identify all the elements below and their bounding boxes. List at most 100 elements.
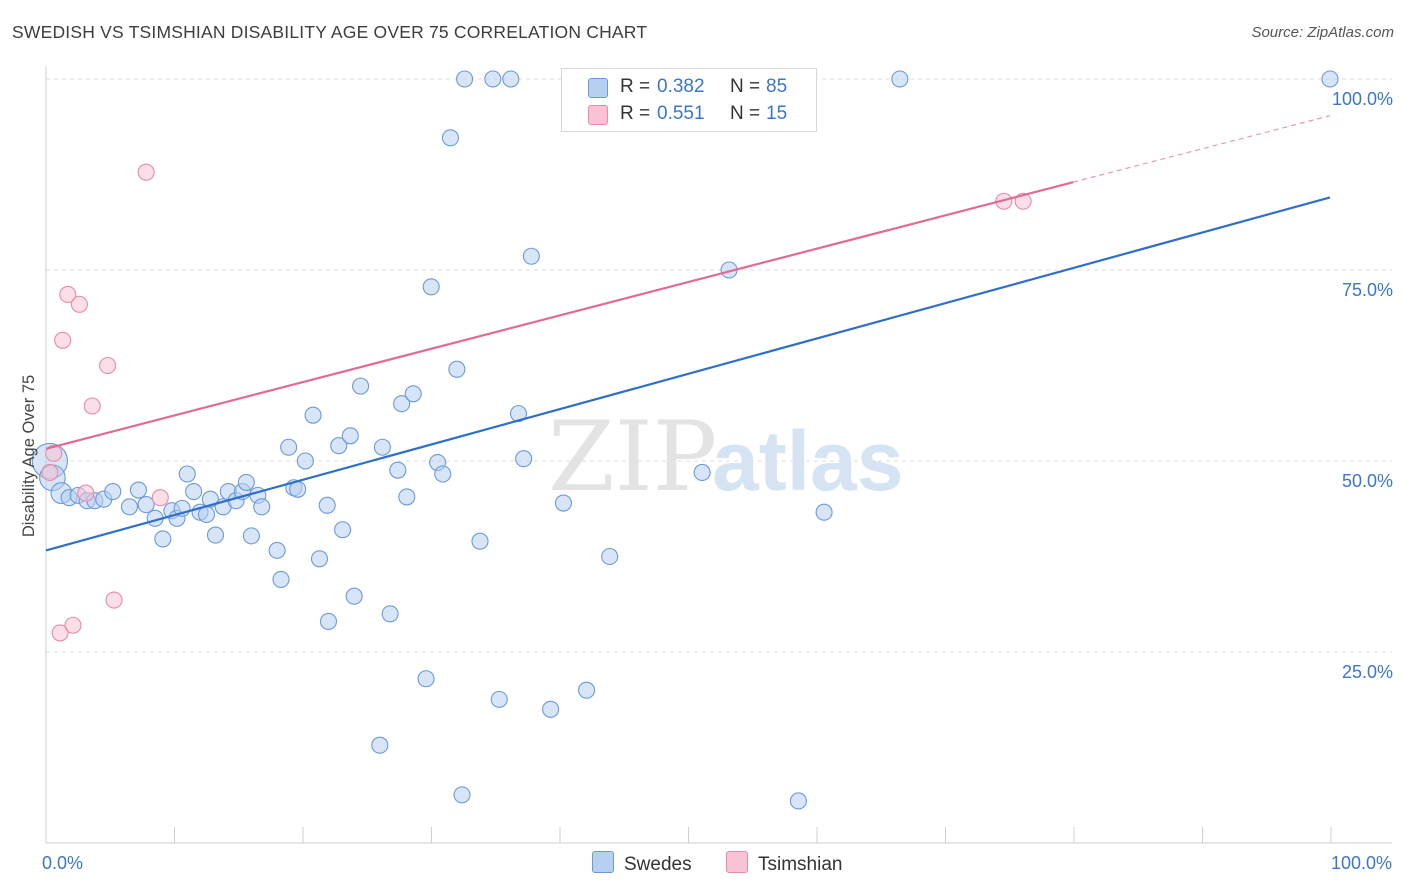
swedes-point-48 xyxy=(381,605,399,623)
tsimshian-trend-line xyxy=(45,181,1074,450)
legend-tsimshian-n-label: N = xyxy=(730,103,761,124)
bottom-legend-swedes: Swedes xyxy=(592,851,692,876)
tsimshian-point-12 xyxy=(151,489,169,507)
y-tick-label-50: 50.0% xyxy=(1342,471,1393,491)
swedes-point-31 xyxy=(268,541,286,559)
swedes-point-56 xyxy=(434,465,452,483)
swedes-point-69 xyxy=(554,494,573,512)
swedes-point-52 xyxy=(404,385,422,403)
trend-lines xyxy=(45,115,1331,552)
swedes-point-8 xyxy=(104,483,122,501)
bottom-legend-tsimshian: Tsimshian xyxy=(726,851,842,876)
legend-row-tsimshian: R = 0.551 N = 15 xyxy=(562,101,816,129)
swedes-point-32 xyxy=(272,570,290,588)
swedes-point-30 xyxy=(253,498,271,516)
legend-swedes-n-value: 85 xyxy=(766,76,788,97)
legend-swedes-r-label: R = xyxy=(620,76,651,97)
swedes-point-78 xyxy=(815,503,833,521)
watermark-zip: ZIP xyxy=(548,401,717,513)
swedes-point-33 xyxy=(280,438,298,456)
swedes-point-28 xyxy=(242,527,260,545)
swedes-point-46 xyxy=(371,736,389,754)
tsimshian-trend-extension xyxy=(1073,115,1331,183)
swedes-point-62 xyxy=(484,70,502,88)
swedes-point-51 xyxy=(398,488,416,506)
swedes-point-40 xyxy=(319,612,338,630)
source-label: Source: ZipAtlas.com xyxy=(1251,24,1394,41)
legend-row-swedes: R = 0.382 N = 85 xyxy=(562,74,816,102)
tsimshian-point-8 xyxy=(83,397,101,415)
swedes-point-53 xyxy=(417,670,435,688)
tsimshian-point-9 xyxy=(99,356,117,375)
tsimshian-point-0 xyxy=(41,463,59,482)
tsimshian-point-11 xyxy=(137,163,155,181)
swedes-point-17 xyxy=(178,465,196,483)
tsimshian-point-2 xyxy=(51,624,69,642)
swedes-point-60 xyxy=(456,70,474,88)
swedes-point-77 xyxy=(789,792,807,810)
tsimshian-point-4 xyxy=(59,285,77,303)
legend: R = 0.382 N = 85 R = 0.551 N = 15 xyxy=(561,68,817,132)
swedes-point-39 xyxy=(318,496,336,514)
swedes-point-57 xyxy=(441,129,460,147)
swedes-point-27 xyxy=(237,473,255,491)
swedes-point-66 xyxy=(515,450,533,468)
swedes-point-9 xyxy=(120,498,139,516)
swedes-point-67 xyxy=(522,247,540,265)
tsimshian-point-5 xyxy=(64,616,82,634)
swedes-point-80 xyxy=(1321,70,1339,88)
swedes-point-43 xyxy=(341,427,359,445)
tsimshian-point-10 xyxy=(105,591,123,609)
swedes-point-18 xyxy=(185,483,203,501)
y-tick-label-75: 75.0% xyxy=(1342,280,1393,300)
tsimshian-point-6 xyxy=(70,295,88,313)
swedes-point-49 xyxy=(389,461,407,479)
swedes-point-41 xyxy=(330,437,348,455)
y-axis-label: Disability Age Over 75 xyxy=(20,375,38,537)
swedes-point-58 xyxy=(448,360,466,378)
swedes-point-13 xyxy=(154,530,172,548)
swedes-point-72 xyxy=(601,547,619,566)
legend-tsimshian-r-value: 0.551 xyxy=(657,103,705,124)
tick-labels: 0.0% 100.0% 25.0% 50.0% 75.0% 100.0% xyxy=(42,89,1393,873)
swedes-point-37 xyxy=(304,406,322,424)
swedes-point-42 xyxy=(334,521,352,539)
swedes-point-61 xyxy=(471,532,489,550)
y-tick-label-100: 100.0% xyxy=(1332,89,1393,109)
swedes-point-79 xyxy=(891,70,909,88)
swedes-point-68 xyxy=(542,700,560,718)
swedes-point-70 xyxy=(578,681,596,699)
tsimshian-point-7 xyxy=(77,484,95,502)
tsimshian-point-3 xyxy=(54,331,72,349)
swedes-point-64 xyxy=(502,70,520,88)
bottom-legend-swatch-swedes xyxy=(592,851,614,873)
chart-title: SWEDISH VS TSIMSHIAN DISABILITY AGE OVER… xyxy=(12,22,648,42)
legend-swedes-r-value: 0.382 xyxy=(657,76,705,97)
tsimshian-point-1 xyxy=(45,444,63,462)
swedes-point-44 xyxy=(345,587,363,605)
swedes-trend-line xyxy=(45,196,1331,552)
legend-tsimshian-r-label: R = xyxy=(620,103,651,124)
swedes-point-45 xyxy=(352,377,370,395)
swedes-point-11 xyxy=(137,495,155,514)
swedes-point-10 xyxy=(129,481,147,499)
swedes-point-59 xyxy=(453,786,471,804)
bottom-legend-label-tsimshian: Tsimshian xyxy=(758,854,843,875)
x-tick-label-100: 100.0% xyxy=(1331,853,1392,873)
swedes-point-38 xyxy=(310,550,329,568)
swedes-point-54 xyxy=(422,278,440,296)
tsimshian-points xyxy=(41,163,1032,642)
swedes-point-50 xyxy=(393,395,411,413)
bottom-legend-swatch-tsimshian xyxy=(726,851,748,873)
legend-tsimshian-n-value: 15 xyxy=(766,103,788,124)
y-tick-label-25: 25.0% xyxy=(1342,662,1393,682)
legend-swatch-swedes xyxy=(588,78,608,98)
bottom-legend-label-swedes: Swedes xyxy=(624,854,692,875)
legend-swedes-n-label: N = xyxy=(730,76,761,97)
watermark-atlas: atlas xyxy=(712,414,903,508)
swedes-point-22 xyxy=(206,526,225,544)
legend-swatch-tsimshian xyxy=(588,105,608,125)
swedes-point-74 xyxy=(693,463,711,482)
x-tick-label-0: 0.0% xyxy=(42,853,83,873)
